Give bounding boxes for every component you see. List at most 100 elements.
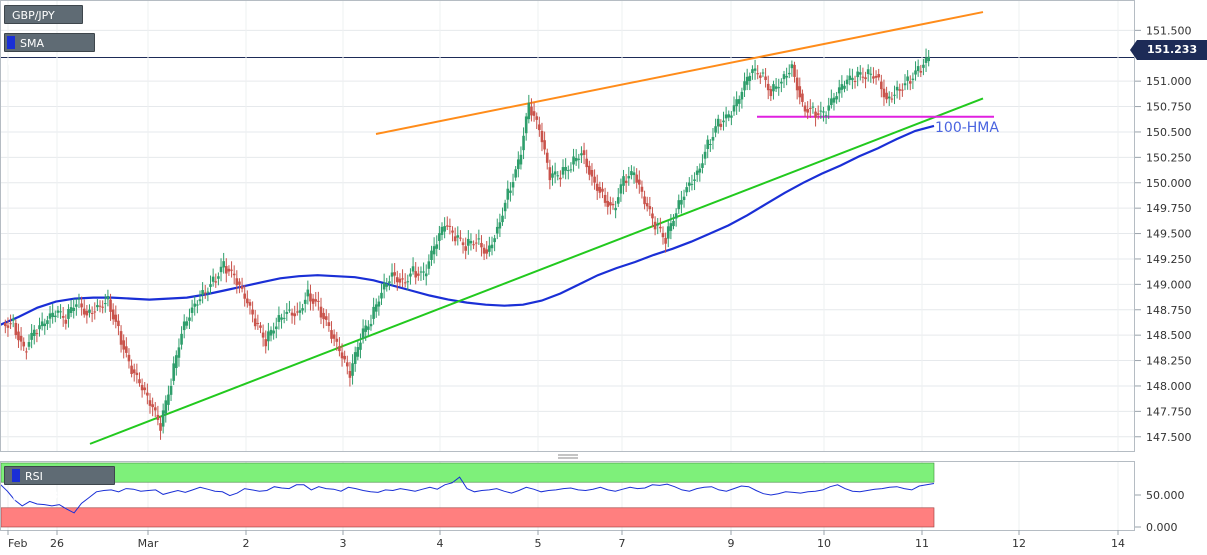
candle-body (643, 196, 646, 205)
candle-body (135, 372, 139, 376)
candle-body (101, 306, 104, 308)
candle-body (745, 76, 749, 85)
candle-body (630, 171, 633, 176)
candle-body (616, 197, 620, 204)
candle-body (390, 272, 394, 277)
candle-body (422, 271, 425, 273)
candle-body (340, 352, 344, 359)
candle-body (403, 282, 407, 284)
price-tick-label: 147.500 (1146, 431, 1192, 444)
candle-body (816, 113, 820, 115)
chart-grid (0, 0, 1135, 530)
candle-body (638, 179, 641, 185)
candle-body (388, 281, 391, 284)
candle-body (125, 346, 128, 353)
candle-body (551, 173, 554, 178)
sma-legend[interactable]: SMA (100,0) (4, 33, 95, 69)
candle-body (82, 308, 86, 315)
sma-line (0, 124, 935, 327)
candle-body (206, 291, 210, 293)
candle-body (790, 64, 794, 69)
candle-body (811, 106, 815, 108)
rsi-pane-border (0, 461, 1135, 531)
upper-trendline (375, 11, 984, 135)
candle-body (469, 240, 473, 244)
candles (4, 48, 930, 440)
candle-body (25, 351, 28, 353)
candle-body (677, 200, 681, 210)
candle-body (580, 153, 583, 156)
candle-body (645, 203, 649, 207)
candle-body (822, 111, 825, 113)
candle-body (890, 98, 894, 100)
candle-body (32, 329, 36, 336)
candle-body (164, 400, 168, 414)
candle-body (346, 362, 349, 367)
candle-body (711, 136, 715, 141)
candle-body (603, 194, 607, 203)
candle-body (117, 320, 120, 327)
candle-body (122, 340, 125, 350)
candle-body (590, 169, 594, 177)
candle-body (22, 341, 26, 347)
candle-body (309, 293, 312, 302)
candle-body (109, 299, 112, 312)
axes (0, 0, 1141, 535)
candle-body (253, 318, 257, 327)
candle-body (843, 85, 846, 89)
candle-body (801, 93, 804, 102)
candle-body (572, 156, 575, 165)
candle-body (114, 314, 118, 322)
sma-polyline (0, 124, 935, 327)
candle-body (893, 94, 896, 96)
symbol-label[interactable]: GBP/JPY (4, 5, 83, 24)
price-tick-label: 150.500 (1146, 126, 1192, 139)
candle-body (527, 102, 531, 120)
time-tick-label: Feb (8, 537, 27, 550)
trendlines (89, 11, 994, 445)
candle-body (564, 166, 567, 171)
candle-body (9, 323, 12, 325)
candle-body (132, 369, 136, 374)
candle-body (75, 304, 78, 307)
candle-body (327, 322, 331, 327)
candle-body (566, 170, 570, 172)
candle-body (230, 269, 233, 271)
candle-body (30, 332, 33, 340)
candle-body (837, 87, 841, 94)
candle-body (464, 246, 467, 251)
candle-body (624, 180, 628, 184)
candle-body (538, 124, 541, 131)
candle-body (311, 298, 315, 304)
candle-body (424, 273, 428, 277)
candle-body (361, 328, 365, 339)
candle-body (693, 179, 696, 181)
candle-body (224, 266, 228, 274)
candle-body (898, 89, 902, 91)
candle-body (251, 309, 254, 315)
candle-body (409, 273, 412, 277)
time-tick-label: 12 (1012, 537, 1026, 550)
candle-body (582, 150, 586, 155)
candle-body (653, 221, 657, 230)
candle-body (732, 105, 736, 112)
candle-body (401, 278, 404, 280)
candle-body (924, 57, 928, 63)
time-tick-label: 26 (50, 537, 64, 550)
candle-body (414, 271, 418, 278)
candle-body (674, 213, 678, 219)
candle-body (172, 363, 175, 381)
candle-body (332, 334, 336, 339)
candle-body (127, 354, 131, 362)
candle-body (535, 116, 539, 120)
candle-body (780, 81, 783, 84)
candle-body (269, 329, 273, 336)
candle-body (664, 237, 667, 244)
candle-body (803, 105, 807, 112)
rsi-legend[interactable]: RSI (14,70,30,1) (4, 466, 115, 502)
candle-body (490, 244, 494, 249)
candle-body (724, 114, 728, 119)
candle-body (443, 226, 446, 232)
time-tick-label: 4 (437, 537, 444, 550)
